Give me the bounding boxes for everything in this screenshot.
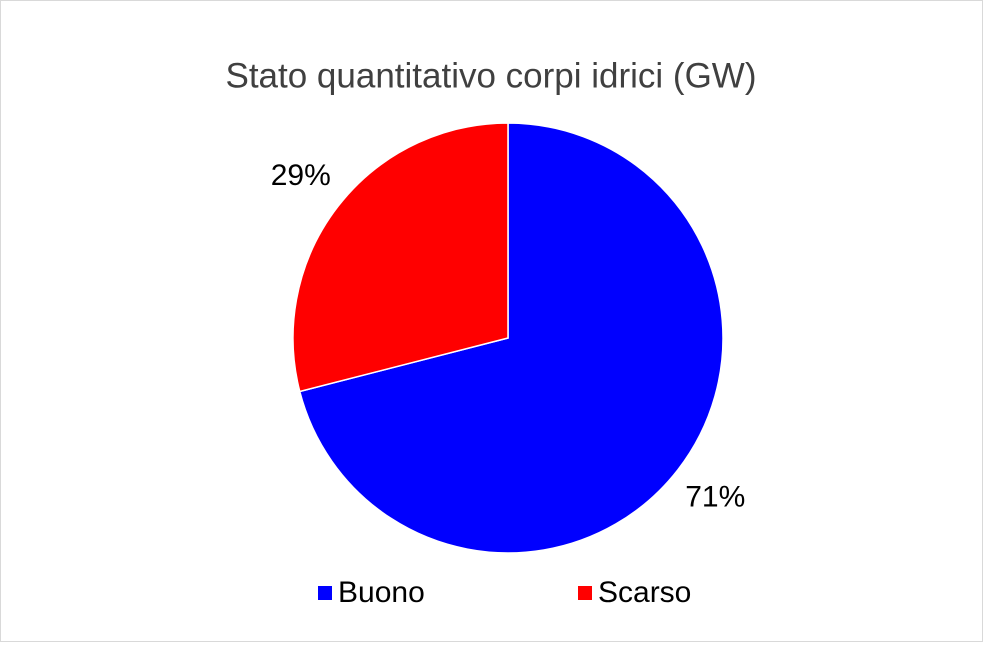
data-label: 71% [685, 481, 745, 514]
chart-title: Stato quantitativo corpi idrici (GW) [225, 56, 756, 95]
legend-label: Buono [338, 576, 425, 609]
legend-swatch [578, 586, 592, 600]
pie-slice [298, 122, 724, 554]
data-label: 29% [271, 159, 331, 192]
legend-label: Scarso [598, 576, 691, 609]
pie-slice [292, 122, 509, 393]
legend-swatch [318, 586, 332, 600]
